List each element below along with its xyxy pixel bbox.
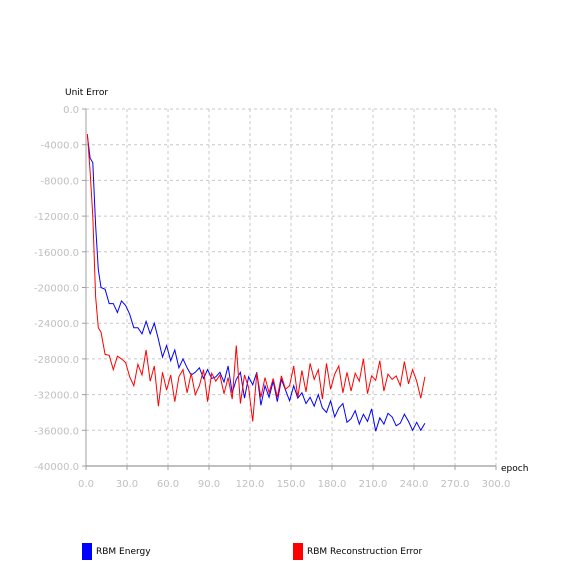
y-tick-label: -4000.0 bbox=[40, 141, 79, 152]
chart-grid bbox=[86, 108, 497, 466]
x-tick-label: 0.0 bbox=[78, 479, 94, 490]
y-tick-label: -16000.0 bbox=[34, 248, 79, 259]
axis-ticks: 0.0 -4000.0 -8000.0 -12000.0 -16000.0 -20000.… bbox=[34, 105, 510, 490]
x-tick-label: 300.0 bbox=[482, 479, 511, 490]
legend-swatch-rbm-reconstruction-error bbox=[293, 543, 303, 560]
y-axis-label: Unit Error bbox=[65, 88, 108, 98]
legend-item-rbm-reconstruction-error: RBM Reconstruction Error bbox=[293, 543, 422, 560]
series-line-rbm-energy bbox=[86, 135, 426, 432]
x-axis-label: epoch bbox=[501, 464, 528, 474]
y-tick-label: -24000.0 bbox=[34, 319, 79, 330]
chart-series bbox=[86, 133, 426, 432]
x-tick-label: 210.0 bbox=[359, 479, 388, 490]
legend-swatch-rbm-energy bbox=[82, 543, 92, 560]
y-tick-label: -8000.0 bbox=[40, 176, 79, 187]
x-tick-label: 180.0 bbox=[318, 479, 347, 490]
y-tick-label: -20000.0 bbox=[34, 284, 79, 295]
legend-item-rbm-energy: RBM Energy bbox=[82, 543, 151, 560]
x-tick-label: 240.0 bbox=[400, 479, 429, 490]
y-tick-label: 0.0 bbox=[63, 105, 79, 116]
series-line-rbm-reconstruction-error bbox=[86, 133, 426, 422]
y-tick-label: -40000.0 bbox=[34, 462, 79, 473]
y-tick-label: -28000.0 bbox=[34, 355, 79, 366]
legend-label-rbm-energy: RBM Energy bbox=[96, 546, 151, 557]
legend-label-rbm-reconstruction-error: RBM Reconstruction Error bbox=[307, 546, 423, 557]
y-tick-label: -36000.0 bbox=[34, 426, 79, 437]
x-tick-label: 90.0 bbox=[198, 479, 220, 490]
x-tick-label: 30.0 bbox=[116, 479, 138, 490]
x-tick-label: 60.0 bbox=[157, 479, 179, 490]
x-tick-label: 120.0 bbox=[236, 479, 265, 490]
x-tick-label: 150.0 bbox=[277, 479, 306, 490]
x-tick-label: 270.0 bbox=[441, 479, 470, 490]
y-tick-label: -12000.0 bbox=[34, 212, 79, 223]
y-tick-label: -32000.0 bbox=[34, 391, 79, 402]
